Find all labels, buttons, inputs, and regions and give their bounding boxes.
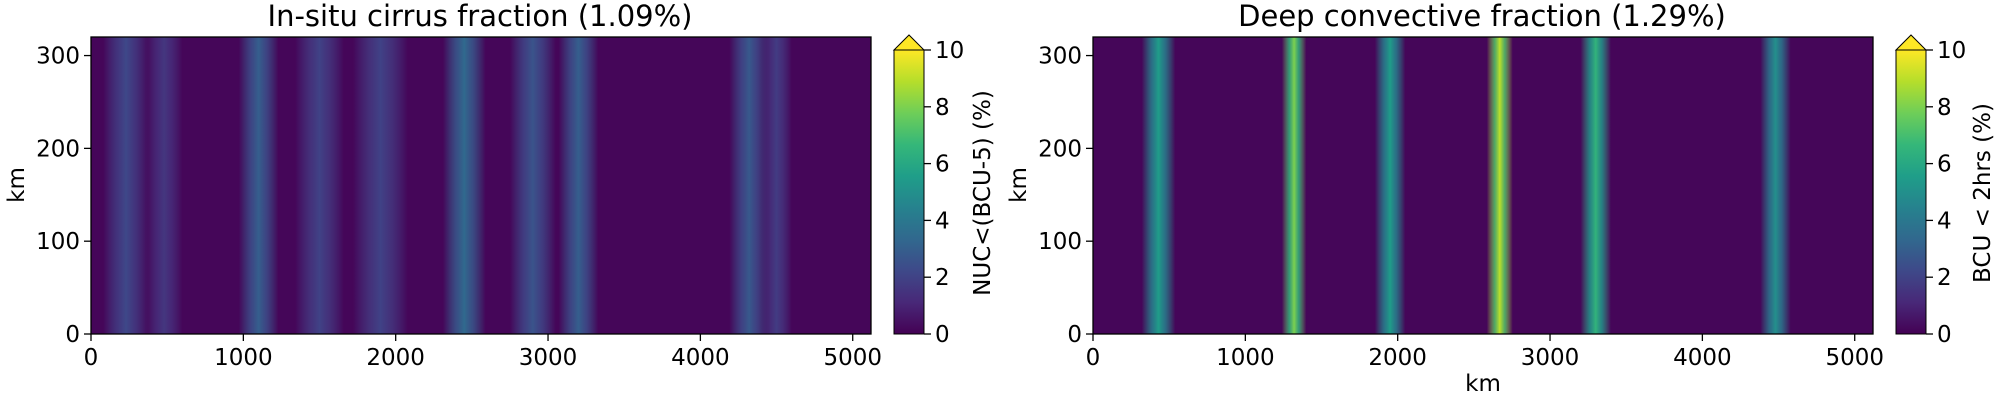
colorbar-tick-label: 2: [1937, 265, 1952, 291]
y-tick-label: 0: [65, 322, 80, 348]
x-axis: 0 1000 2000 3000 4000 5000: [84, 334, 882, 371]
heatmap-cells: [1141, 37, 1791, 334]
heatmap-band: [1374, 37, 1406, 334]
colorbar-gradient: [1896, 50, 1926, 334]
colorbar-frame: [1895, 49, 1927, 335]
heatmap-band: [558, 37, 599, 334]
colorbar-extend-arrow: [892, 34, 926, 51]
heatmap-band: [353, 37, 408, 334]
x-tick-label: 4000: [671, 345, 730, 371]
heatmap-band: [761, 37, 792, 334]
x-tick-label: 3000: [519, 345, 578, 371]
colorbar-label: NUC<(BCU-5) (%): [970, 90, 996, 296]
y-tick-label: 300: [36, 44, 80, 70]
colorbar-frame: [893, 49, 925, 335]
heatmap-band: [295, 37, 344, 334]
heatmap-band: [1281, 37, 1307, 334]
heatmap-band: [509, 37, 556, 334]
colorbar: 0 2 4 6 8 10: [1894, 34, 1966, 348]
y-tick-label: 100: [1038, 229, 1082, 255]
x-tick-label: 3000: [1521, 345, 1580, 371]
y-axis: 0 100 200 300: [1038, 44, 1093, 348]
x-tick-label: 5000: [823, 345, 882, 371]
colorbar-tick-label: 0: [935, 322, 950, 348]
plot-frame: [90, 36, 872, 335]
heatmap-band: [103, 37, 149, 334]
x-tick-label: 0: [1086, 345, 1101, 371]
colorbar-tick-label: 10: [935, 38, 964, 64]
y-tick-label: 300: [1038, 44, 1082, 70]
x-tick-label: 1000: [1216, 345, 1275, 371]
heatmap-band: [1760, 37, 1791, 334]
x-tick-label: 0: [84, 345, 99, 371]
colorbar-tick-label: 0: [1937, 322, 1952, 348]
heatmap-band: [1486, 37, 1513, 334]
y-tick-label: 200: [36, 136, 80, 162]
plot-frame: [1092, 36, 1874, 335]
heatmap-cells: [103, 37, 792, 334]
heatmap-band: [145, 37, 183, 334]
colorbar-tick-label: 2: [935, 265, 950, 291]
y-axis-label: km: [1006, 167, 1032, 203]
heatmap-band: [1580, 37, 1611, 334]
panel-deep-convective: Deep convective fraction (1.29%) 0 1000 20…: [1006, 0, 1996, 397]
heatmap-area: [1093, 37, 1873, 334]
chart-title: In-situ cirrus fraction (1.09%): [268, 0, 693, 33]
chart-title: Deep convective fraction (1.29%): [1238, 0, 1726, 33]
x-tick-label: 2000: [1368, 345, 1427, 371]
y-tick-label: 200: [1038, 136, 1082, 162]
panel-in-situ-cirrus: In-situ cirrus fraction (1.09%) 0 1000 200…: [4, 0, 996, 371]
colorbar-tick-label: 6: [1937, 152, 1952, 178]
heatmap-band: [442, 37, 486, 334]
colorbar-tick-label: 8: [935, 95, 950, 121]
colorbar-tick-label: 6: [935, 152, 950, 178]
y-tick-label: 0: [1067, 322, 1082, 348]
y-axis-label: km: [4, 167, 30, 203]
colorbar-label: BCU < 2hrs (%): [1970, 103, 1996, 283]
x-axis-label: km: [1465, 371, 1501, 397]
x-tick-label: 4000: [1673, 345, 1732, 371]
colorbar-tick-label: 10: [1937, 38, 1966, 64]
colorbar-tick-label: 8: [1937, 95, 1952, 121]
colorbar: 0 2 4 6 8 10: [892, 34, 964, 348]
x-tick-label: 1000: [214, 345, 273, 371]
colorbar-tick-label: 4: [1937, 208, 1952, 234]
heatmap-band: [1141, 37, 1176, 334]
y-tick-label: 100: [36, 229, 80, 255]
heatmap-band: [238, 37, 279, 334]
colorbar-extend-arrow: [1894, 34, 1928, 51]
x-axis: 0 1000 2000 3000 4000 5000: [1086, 334, 1884, 371]
x-tick-label: 2000: [366, 345, 425, 371]
colorbar-gradient: [894, 50, 924, 334]
x-tick-label: 5000: [1825, 345, 1884, 371]
y-axis: 0 100 200 300: [36, 44, 91, 348]
colorbar-tick-label: 4: [935, 208, 950, 234]
